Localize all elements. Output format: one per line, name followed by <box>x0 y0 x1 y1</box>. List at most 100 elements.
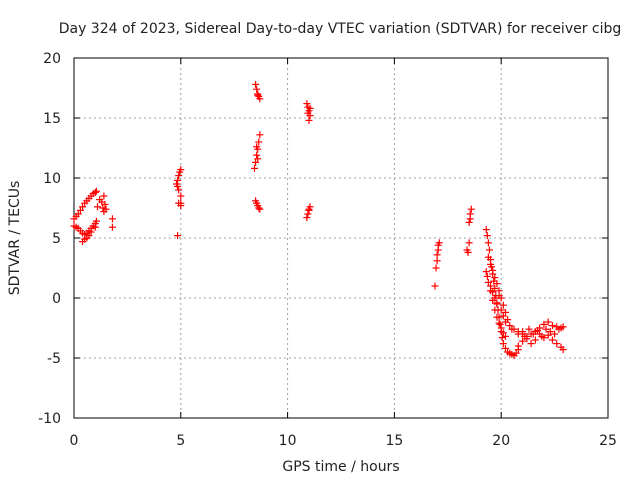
data-point <box>546 328 554 336</box>
x-tick-label: 5 <box>176 433 185 449</box>
data-point <box>521 332 529 340</box>
data-point <box>487 282 495 290</box>
data-point <box>305 205 313 213</box>
data-point <box>499 329 507 337</box>
data-point <box>525 325 533 333</box>
data-point <box>101 200 109 208</box>
data-point <box>510 325 518 333</box>
chart-title: Day 324 of 2023, Sidereal Day-to-day VTE… <box>59 21 622 37</box>
data-point <box>102 205 110 213</box>
data-point <box>253 143 261 151</box>
data-point <box>542 325 550 333</box>
data-point <box>91 188 99 196</box>
data-point <box>491 284 499 292</box>
x-tick-label: 15 <box>385 433 403 449</box>
data-point <box>76 206 84 214</box>
data-point <box>174 232 182 240</box>
data-point <box>495 292 503 300</box>
data-point <box>559 323 567 331</box>
data-point <box>433 251 441 259</box>
data-point <box>498 334 506 342</box>
data-point <box>467 205 475 213</box>
data-point <box>493 313 501 321</box>
data-point <box>548 322 556 330</box>
data-point <box>464 248 472 256</box>
data-point <box>491 294 499 302</box>
data-point <box>252 158 260 166</box>
y-tick-label: 0 <box>52 291 61 307</box>
data-point <box>499 301 507 309</box>
data-point <box>555 325 563 333</box>
y-tick-label: 15 <box>43 111 61 127</box>
data-point <box>85 232 93 240</box>
data-point <box>255 138 263 146</box>
data-point <box>548 336 556 344</box>
data-point <box>501 308 509 316</box>
data-point <box>531 336 539 344</box>
data-point <box>174 176 182 184</box>
data-point <box>87 228 95 236</box>
data-point <box>485 246 493 254</box>
data-point <box>501 332 509 340</box>
data-point <box>305 116 313 124</box>
data-point <box>544 318 552 326</box>
data-point <box>489 266 497 274</box>
data-point <box>493 300 501 308</box>
data-point <box>74 210 82 218</box>
data-point <box>482 268 490 276</box>
data-point <box>177 192 185 200</box>
data-point <box>493 280 501 288</box>
data-point <box>252 80 260 88</box>
data-point <box>514 342 522 350</box>
data-point <box>483 272 491 280</box>
data-point <box>306 104 314 112</box>
grid <box>74 58 608 418</box>
data-point <box>256 131 264 139</box>
data-point <box>538 332 546 340</box>
data-point <box>99 204 107 212</box>
data-point <box>519 337 527 345</box>
data-point <box>506 322 514 330</box>
data-point <box>431 282 439 290</box>
data-point <box>253 85 261 93</box>
data-point <box>304 109 312 117</box>
x-tick-label: 25 <box>599 433 617 449</box>
data-point <box>177 166 185 174</box>
data-point <box>491 306 499 314</box>
x-tick-label: 10 <box>279 433 297 449</box>
data-point <box>501 344 509 352</box>
data-point <box>175 199 183 207</box>
y-tick-label: -10 <box>38 411 61 427</box>
data-point <box>514 330 522 338</box>
data-point <box>496 320 504 328</box>
x-tick-label: 0 <box>70 433 79 449</box>
x-tick-label: 20 <box>492 433 510 449</box>
data-point <box>254 155 262 163</box>
data-point <box>466 210 474 218</box>
data-point <box>540 320 548 328</box>
data-point <box>534 326 542 334</box>
data-point <box>491 274 499 282</box>
data-point <box>433 257 441 265</box>
data-point <box>489 288 497 296</box>
plot-frame <box>73 57 609 419</box>
data-point <box>512 349 520 357</box>
data-point <box>465 239 473 247</box>
data-point <box>174 182 182 190</box>
data-point <box>92 217 100 225</box>
x-axis-label: GPS time / hours <box>282 459 399 475</box>
data-point <box>435 239 443 247</box>
data-point <box>529 330 537 338</box>
data-point <box>484 278 492 286</box>
data-point <box>91 223 99 231</box>
data-point <box>253 151 261 159</box>
data-point <box>519 328 527 336</box>
data-point <box>527 340 535 348</box>
y-tick-label: 10 <box>43 171 61 187</box>
data-point <box>256 205 264 213</box>
y-tick-label: 5 <box>52 231 61 247</box>
tick-labels: 0 5 10 15 20 25 -10 -5 0 5 10 15 20 <box>38 51 617 449</box>
data-point <box>484 253 492 261</box>
data-point <box>303 100 311 108</box>
data-point <box>92 187 100 195</box>
